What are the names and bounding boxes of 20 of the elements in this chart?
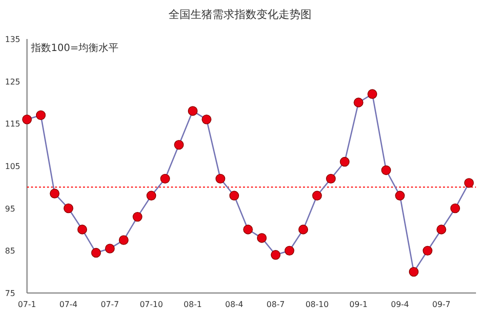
y-tick-label: 125 bbox=[5, 77, 20, 86]
y-tick-label: 75 bbox=[5, 289, 16, 298]
y-tick-label: 135 bbox=[5, 35, 20, 44]
x-tick-label: 09-4 bbox=[390, 300, 410, 309]
x-tick-label: 08-10 bbox=[305, 300, 329, 309]
x-tick-label: 07-4 bbox=[59, 300, 78, 309]
chart-title: 全国生猪需求指数变化走势图 bbox=[168, 8, 312, 21]
x-tick-label: 08-1 bbox=[184, 300, 202, 309]
y-tick-label: 115 bbox=[5, 120, 20, 129]
x-tick-label: 07-7 bbox=[100, 300, 119, 309]
x-tick-label: 09-7 bbox=[432, 300, 450, 309]
x-tick-label: 08-7 bbox=[266, 300, 285, 309]
x-tick-label: 07-1 bbox=[18, 300, 36, 309]
x-tick-label: 08-4 bbox=[225, 300, 244, 309]
y-tick-label: 85 bbox=[5, 246, 16, 256]
x-tick-label: 07-10 bbox=[140, 300, 163, 309]
y-tick-label: 105 bbox=[5, 162, 20, 171]
x-tick-label: 09-1 bbox=[349, 300, 368, 309]
y-tick-label: 95 bbox=[5, 204, 16, 214]
annotation: 指数100=均衡水平 bbox=[30, 42, 118, 54]
